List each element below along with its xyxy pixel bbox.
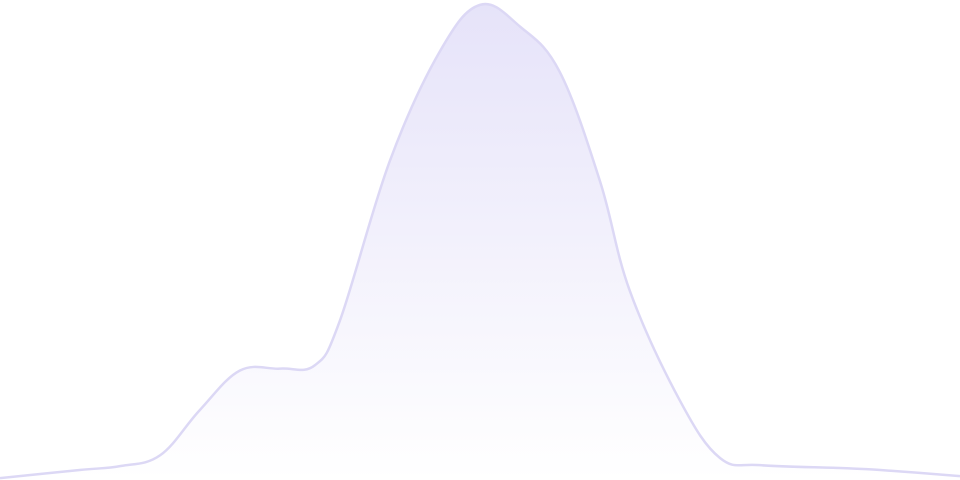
area-fill [0, 4, 960, 480]
